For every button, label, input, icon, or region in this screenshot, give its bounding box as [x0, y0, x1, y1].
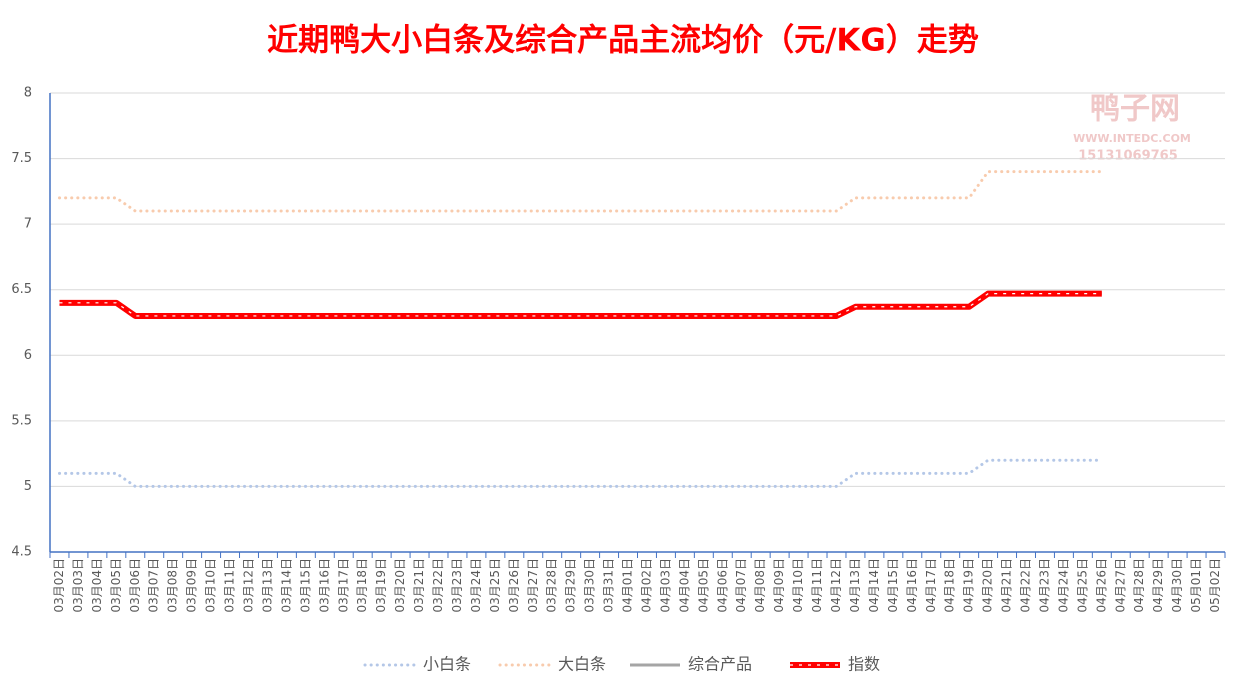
x-tick-label: 03月10日	[204, 558, 218, 613]
y-tick-label: 8	[24, 86, 32, 101]
x-tick-label: 03月12日	[241, 558, 255, 613]
x-tick-label: 04月26日	[1094, 558, 1108, 613]
x-tick-label: 04月25日	[1075, 558, 1089, 613]
x-tick-label: 04月23日	[1037, 558, 1051, 613]
x-tick-label: 04月01日	[621, 558, 635, 613]
x-tick-label: 04月21日	[1000, 558, 1014, 613]
x-tick-label: 04月22日	[1019, 558, 1033, 613]
x-tick-label: 03月25日	[488, 558, 502, 613]
x-tick-label: 04月17日	[924, 558, 938, 613]
x-tick-label: 03月09日	[185, 558, 199, 613]
x-tick-label: 03月21日	[412, 558, 426, 613]
chart-title: 近期鸭大小白条及综合产品主流均价（元/KG）走势	[267, 23, 979, 59]
x-tick-label: 03月15日	[298, 558, 312, 613]
watermark: WWW.INTEDC.COM	[1073, 132, 1191, 145]
x-tick-label: 03月22日	[431, 558, 445, 613]
x-tick-label: 04月11日	[810, 558, 824, 613]
x-tick-label: 03月11日	[223, 558, 237, 613]
y-tick-label: 6.5	[11, 282, 32, 297]
x-tick-label: 04月16日	[905, 558, 919, 613]
x-tick-label: 04月18日	[943, 558, 957, 613]
y-tick-label: 4.5	[11, 545, 32, 560]
x-tick-label: 03月24日	[469, 558, 483, 613]
legend-label: 综合产品	[688, 655, 752, 674]
x-tick-label: 05月01日	[1189, 558, 1203, 613]
x-tick-label: 04月12日	[829, 558, 843, 613]
x-tick-label: 04月07日	[734, 558, 748, 613]
x-tick-label: 03月13日	[260, 558, 274, 613]
x-tick-label: 03月14日	[279, 558, 293, 613]
x-tick-label: 04月19日	[962, 558, 976, 613]
x-tick-label: 03月02日	[52, 558, 66, 613]
x-tick-label: 03月27日	[526, 558, 540, 613]
x-tick-label: 03月19日	[374, 558, 388, 613]
x-tick-label: 04月13日	[848, 558, 862, 613]
x-tick-label: 04月15日	[886, 558, 900, 613]
series-line	[57, 170, 1104, 213]
legend-label: 小白条	[423, 655, 471, 674]
x-tick-label: 04月05日	[696, 558, 710, 613]
y-tick-label: 7	[24, 217, 32, 232]
x-tick-label: 04月24日	[1056, 558, 1070, 613]
x-tick-label: 03月29日	[564, 558, 578, 613]
x-tick-label: 04月06日	[715, 558, 729, 613]
x-tick-label: 03月04日	[90, 558, 104, 613]
y-tick-label: 5	[24, 479, 32, 494]
x-tick-label: 04月14日	[867, 558, 881, 613]
x-tick-label: 03月20日	[393, 558, 407, 613]
x-tick-label: 05月02日	[1208, 558, 1222, 613]
x-tick-label: 04月08日	[753, 558, 767, 613]
x-tick-label: 03月23日	[450, 558, 464, 613]
x-tick-label: 03月03日	[71, 558, 85, 613]
x-tick-label: 03月31日	[602, 558, 616, 613]
legend-label: 大白条	[558, 655, 606, 674]
x-tick-label: 04月04日	[677, 558, 691, 613]
x-tick-label: 04月27日	[1113, 558, 1127, 613]
x-tick-label: 04月02日	[639, 558, 653, 613]
x-tick-label: 03月08日	[166, 558, 180, 613]
legend-label: 指数	[848, 655, 880, 674]
x-tick-label: 04月29日	[1151, 558, 1165, 613]
y-tick-label: 7.5	[11, 151, 32, 166]
series-line	[59, 293, 1102, 317]
x-tick-label: 03月26日	[507, 558, 521, 613]
x-tick-label: 04月30日	[1170, 558, 1184, 613]
x-tick-label: 04月20日	[981, 558, 995, 613]
series-line	[57, 458, 1104, 488]
y-tick-label: 6	[24, 348, 32, 363]
x-tick-label: 03月06日	[128, 558, 142, 613]
x-tick-label: 03月07日	[147, 558, 161, 613]
watermark: 15131069765	[1078, 149, 1178, 164]
x-tick-label: 03月17日	[336, 558, 350, 613]
y-tick-label: 5.5	[11, 413, 32, 428]
x-tick-label: 04月03日	[658, 558, 672, 613]
x-tick-label: 03月18日	[355, 558, 369, 613]
watermark: 鸭子网	[1090, 92, 1180, 127]
x-tick-label: 03月05日	[109, 558, 123, 613]
x-tick-label: 04月09日	[772, 558, 786, 613]
series-line	[59, 290, 1102, 319]
x-tick-label: 04月28日	[1132, 558, 1146, 613]
x-tick-label: 04月10日	[791, 558, 805, 613]
x-tick-label: 03月28日	[545, 558, 559, 613]
x-tick-label: 03月16日	[317, 558, 331, 613]
x-tick-label: 03月30日	[583, 558, 597, 613]
